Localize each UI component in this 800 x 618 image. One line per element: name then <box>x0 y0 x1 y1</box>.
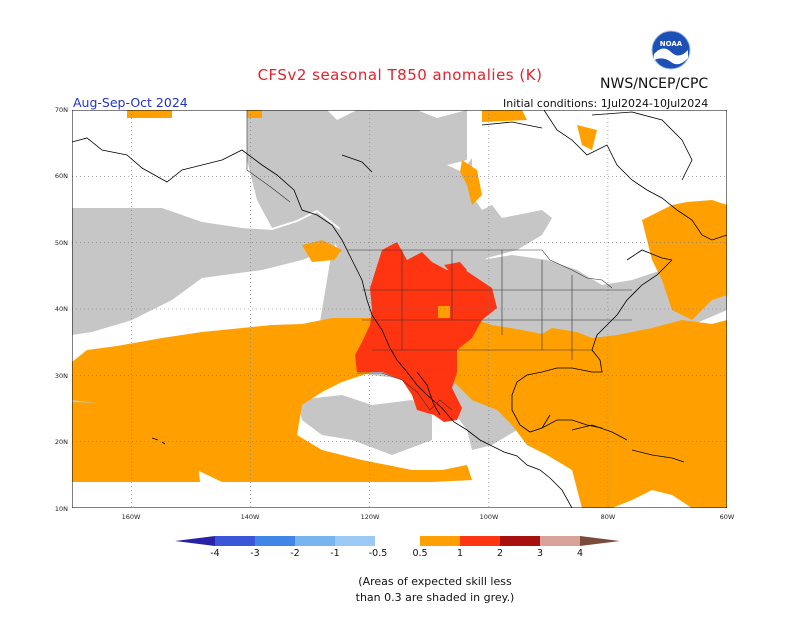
colorbar-label: 1 <box>456 548 464 559</box>
colorbar-swatch <box>460 536 500 546</box>
lon-label: 80W <box>600 513 616 521</box>
lon-label: 60W <box>719 513 735 521</box>
lat-label: 20N <box>54 438 68 446</box>
political-borders <box>246 110 632 411</box>
lon-label: 140W <box>240 513 260 521</box>
lon-label: 160W <box>121 513 141 521</box>
colorbar-swatch <box>335 536 375 546</box>
anomaly-map <box>71 109 728 509</box>
colorbar-label: -3 <box>250 548 260 559</box>
colorbar-label: -2 <box>290 548 300 559</box>
lat-label: 60N <box>54 172 68 180</box>
anomaly-red-regions <box>355 242 497 422</box>
logo-text: NOAA <box>660 40 683 48</box>
anomaly-orange-regions <box>72 110 727 508</box>
colorbar-swatch <box>500 536 540 546</box>
season-label: Aug-Sep-Oct 2024 <box>73 95 188 110</box>
coastlines <box>71 109 728 509</box>
lon-label: 100W <box>479 513 499 521</box>
colorbar-label: -0.5 <box>368 548 388 559</box>
colorbar-right-arrow <box>580 536 620 546</box>
colorbar-swatch <box>375 536 420 546</box>
noaa-logo-icon: NOAA <box>651 30 691 70</box>
colorbar-label: 3 <box>536 548 544 559</box>
colorbar-swatch <box>540 536 580 546</box>
lat-label: 50N <box>54 239 68 247</box>
lat-label: 10N <box>54 505 68 513</box>
initial-conditions-label: Initial conditions: 1Jul2024-10Jul2024 <box>503 97 709 110</box>
colorbar-label: -4 <box>210 548 220 559</box>
colorbar-label: 2 <box>496 548 504 559</box>
colorbar-swatch <box>295 536 335 546</box>
chart-title: CFSv2 seasonal T850 anomalies (K) <box>257 66 543 84</box>
colorbar <box>170 533 630 563</box>
colorbar-left-arrow <box>175 536 215 546</box>
skill-note-line2: than 0.3 are shaded in grey.) <box>355 591 515 604</box>
colorbar-label: -1 <box>330 548 340 559</box>
colorbar-swatch <box>420 536 460 546</box>
colorbar-label: 4 <box>576 548 584 559</box>
anomaly-orange-patch <box>438 306 450 318</box>
colorbar-label: 0.5 <box>412 548 428 559</box>
lat-label: 30N <box>54 372 68 380</box>
skill-note-line1: (Areas of expected skill less <box>358 575 512 588</box>
agency-label: NWS/NCEP/CPC <box>600 76 709 92</box>
colorbar-swatch <box>215 536 255 546</box>
lat-label: 70N <box>54 106 68 114</box>
colorbar-swatch <box>255 536 295 546</box>
lat-label: 40N <box>54 305 68 313</box>
lon-label: 120W <box>360 513 380 521</box>
